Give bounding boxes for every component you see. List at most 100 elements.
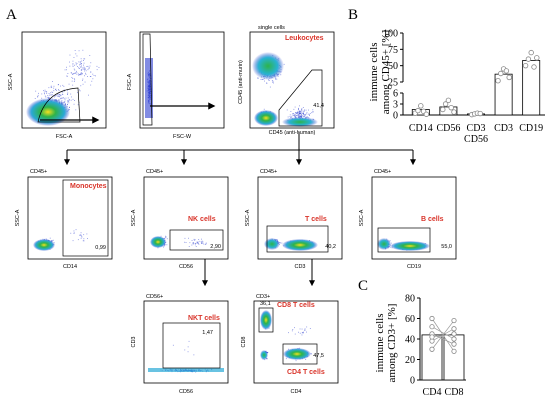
scatter-dot xyxy=(293,108,295,110)
scatter-dot xyxy=(72,60,74,62)
scatter-dot xyxy=(74,72,76,74)
density-core xyxy=(264,238,280,250)
scatter-dot xyxy=(83,240,85,242)
scatter-dot xyxy=(298,114,300,116)
chart-c-point xyxy=(429,315,435,322)
scatter-dot xyxy=(296,115,297,116)
density-core xyxy=(260,350,268,360)
scatter-dot xyxy=(286,109,288,111)
scatter-dot xyxy=(82,78,84,80)
scatter-dot xyxy=(63,89,65,91)
chart-b-y-tick-label: 3 xyxy=(393,100,398,111)
scatter-dot xyxy=(73,68,75,70)
scatter-dot xyxy=(196,241,198,243)
facs-plot-7: CD45+ B cells 55,0 SSC-A CD19 xyxy=(359,169,457,270)
scatter-dot xyxy=(92,73,94,75)
scatter-dot xyxy=(84,75,85,77)
scatter-dot xyxy=(83,60,84,61)
plot-header: CD3+ xyxy=(256,294,270,300)
scatter-dot xyxy=(262,79,264,80)
scatter-dot xyxy=(164,237,165,239)
chart-b-bar xyxy=(494,73,513,116)
scatter-dot xyxy=(67,90,68,92)
gate-outline xyxy=(266,225,329,253)
gate-outline xyxy=(377,227,431,253)
scatter-dot xyxy=(73,232,75,234)
gate-label: Leukocytes xyxy=(285,35,324,42)
scatter-dot xyxy=(276,78,278,80)
scatter-dot xyxy=(70,72,72,74)
scatter-dot xyxy=(80,237,82,239)
scatter-dot xyxy=(165,235,166,237)
scatter-dot xyxy=(78,50,80,52)
scatter-dot xyxy=(198,242,199,244)
scatter-dot xyxy=(189,242,191,244)
scatter-dot xyxy=(38,92,39,94)
gate-percentage: 2,90 xyxy=(210,244,221,250)
scatter-dot xyxy=(51,86,53,88)
scatter-dot xyxy=(83,234,85,236)
scatter-dot xyxy=(295,115,296,117)
scatter-dot xyxy=(96,69,98,71)
panel-letter-b: B xyxy=(348,7,358,23)
scatter-dot xyxy=(292,329,294,330)
scatter-dot xyxy=(76,55,78,57)
facs-plot-1: SSC-A FSC-A xyxy=(8,31,107,140)
chart-c-ylabel-2: among CD3+ [%] xyxy=(386,304,398,383)
scatter-dot xyxy=(63,98,65,100)
scatter-dot xyxy=(269,86,271,88)
scatter-dot xyxy=(283,63,285,65)
chart-c-point xyxy=(451,331,457,337)
scatter-dot xyxy=(201,242,203,244)
scatter-dot xyxy=(75,229,77,231)
scatter-dot xyxy=(198,243,200,245)
scatter-dot xyxy=(81,65,82,67)
gate-label: NK cells xyxy=(188,216,216,223)
chart-b-bar xyxy=(522,60,541,116)
scatter-dot xyxy=(266,82,268,84)
chart-b-y-tick-label: 6 xyxy=(393,89,398,100)
scatter-dot xyxy=(302,107,304,108)
scatter-dot xyxy=(298,114,300,115)
scatter-dot xyxy=(61,100,63,102)
axis-label-y: CD45 (anti-murin) xyxy=(238,60,244,104)
chart-b-point xyxy=(534,55,540,61)
scatter-dot xyxy=(72,84,74,86)
scatter-dot xyxy=(295,112,296,113)
scatter-dot xyxy=(74,73,76,74)
scatter-dot xyxy=(71,77,73,78)
axis-label-y: CD3 xyxy=(131,336,137,347)
scatter-dot xyxy=(98,67,100,68)
scatter-dot xyxy=(302,331,304,333)
scatter-dot xyxy=(301,115,302,117)
axis-label-y: FSC-A xyxy=(127,73,133,90)
gate-percentage: 41,4 xyxy=(313,103,324,109)
facs-plot-2: FSC-A FSC-W xyxy=(127,31,225,140)
scatter-dot xyxy=(306,331,307,333)
plot-header: CD56+ xyxy=(146,294,163,300)
scatter-dot xyxy=(85,70,87,72)
scatter-dot xyxy=(309,113,311,114)
scatter-dot xyxy=(187,346,189,348)
scatter-dot xyxy=(48,93,50,94)
scatter-dot xyxy=(191,244,193,246)
scatter-dot xyxy=(303,113,304,114)
scatter-dot xyxy=(72,98,74,100)
scatter-dot xyxy=(301,334,303,336)
plot-header: CD45+ xyxy=(374,169,391,175)
chart-c-point xyxy=(451,326,457,332)
scatter-dot xyxy=(80,85,82,87)
chart-c: immune cells among CD3+ [%] 0 20 40 60 80 CD4… xyxy=(374,294,466,398)
scatter-dot xyxy=(83,68,85,70)
scatter-dot xyxy=(44,95,46,97)
scatter-dot xyxy=(72,66,74,67)
chart-b-bar xyxy=(439,106,458,116)
chart-c-pair-line xyxy=(431,320,455,350)
chart-b-point xyxy=(506,74,512,81)
scatter-dot xyxy=(50,85,52,87)
scatter-dot xyxy=(80,74,82,76)
scatter-dot xyxy=(77,239,79,241)
chart-c-pair-line xyxy=(431,326,455,340)
scatter-dot xyxy=(187,351,189,353)
chart-b-point xyxy=(528,49,534,56)
